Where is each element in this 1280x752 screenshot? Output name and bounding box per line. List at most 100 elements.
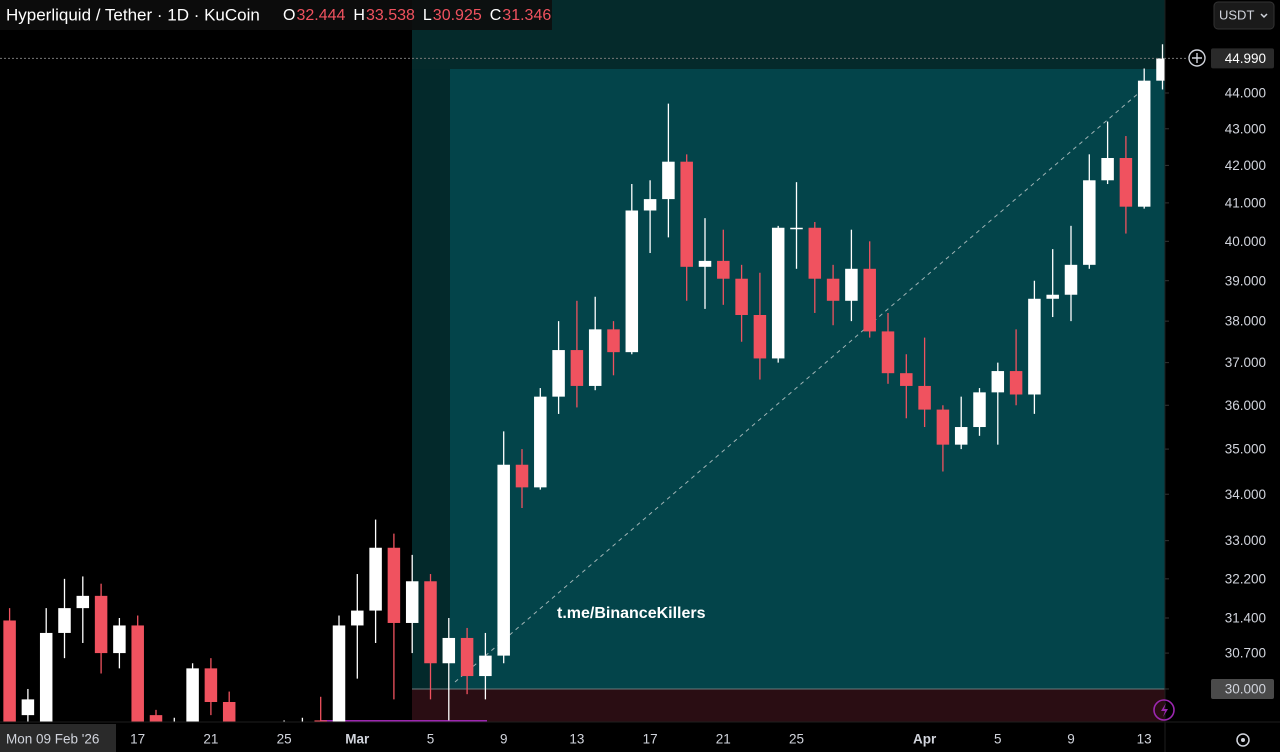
candle-body <box>131 625 144 722</box>
x-tick-label: 17 <box>130 732 145 747</box>
x-tick-label: 21 <box>203 732 218 747</box>
x-tick-label: 9 <box>500 732 508 747</box>
crosshair-date-box <box>0 724 116 752</box>
x-tick-label: 9 <box>1067 732 1075 747</box>
candle-body <box>424 581 437 664</box>
x-axis: Mon 09 Feb '26 17 21 25 Mar 5 9 13 17 21 25 Apr 5 9 13 <box>0 724 1152 752</box>
candle-body <box>58 608 71 633</box>
y-tick-label: 44.000 <box>1225 86 1266 101</box>
candle-body <box>149 715 163 722</box>
candle-body <box>625 210 639 353</box>
x-tick-label: 5 <box>994 732 1002 747</box>
y-tick-label: 43.000 <box>1225 121 1266 136</box>
candle-body <box>442 637 456 664</box>
y-tick-highlight <box>1211 678 1274 699</box>
x-tick-label: 25 <box>789 732 804 747</box>
candle-body <box>351 610 364 626</box>
candle-body <box>204 668 218 702</box>
candle-body <box>460 637 474 677</box>
add-icon-plus <box>1192 53 1202 63</box>
candle-body <box>588 329 602 386</box>
candle-body <box>113 625 126 654</box>
candle-body <box>881 331 895 374</box>
x-tick-label: 5 <box>427 732 435 747</box>
candle-body <box>3 620 16 722</box>
ohlc-value: 31.346 <box>502 7 551 24</box>
drawing-zones <box>320 0 1165 722</box>
candle-body <box>186 668 199 722</box>
candle-body <box>662 161 675 200</box>
x-tick-label: 17 <box>643 732 658 747</box>
y-tick-label: 41.000 <box>1225 195 1266 210</box>
ohlc-value: 30.925 <box>433 7 482 24</box>
candle-body <box>918 385 931 410</box>
profit-zone <box>450 69 1165 689</box>
ohlc-key: H <box>353 7 365 24</box>
x-tick-label: 25 <box>277 732 292 747</box>
trend-line <box>454 84 1149 683</box>
y-tick-label: 37.000 <box>1225 355 1266 370</box>
candles <box>3 44 1165 722</box>
candle-body <box>717 260 730 279</box>
x-tick-label: Mar <box>345 732 370 747</box>
last-price-label: 44.990 <box>1225 51 1266 66</box>
dropdown-arrow <box>1260 13 1268 19</box>
y-tick-label: 35.000 <box>1225 442 1266 457</box>
candle-body <box>94 595 108 654</box>
y-axis: 30.000 30.700 31.400 32.200 33.000 34.000 35.0… <box>0 48 1274 699</box>
settings-icon[interactable] <box>1236 733 1250 747</box>
candle-body <box>21 699 35 716</box>
candle-body <box>39 632 53 722</box>
lightning-icon[interactable] <box>1153 699 1175 721</box>
y-tick-label: 30.700 <box>1225 646 1266 661</box>
candle-body <box>753 315 767 359</box>
y-tick-label: 32.200 <box>1225 571 1266 586</box>
x-tick-label: 13 <box>569 732 584 747</box>
candle-body <box>936 409 950 445</box>
candle-body <box>497 464 510 656</box>
ohlc-value: 32.444 <box>296 7 345 24</box>
candle-body <box>771 227 785 359</box>
y-tick-label: 39.000 <box>1225 273 1266 288</box>
watermark: t.me/BinanceKillers <box>557 605 706 622</box>
candle-body <box>607 329 620 353</box>
last-price-box <box>1211 48 1274 69</box>
candle-body <box>1009 371 1023 395</box>
x-tick-label: Apr <box>913 732 937 747</box>
candle-body <box>1028 298 1041 395</box>
candle-body <box>534 396 547 488</box>
loss-zone <box>412 689 1165 722</box>
candle-body <box>1101 158 1114 181</box>
ohlc-key: C <box>490 7 502 24</box>
y-tick-label: 40.000 <box>1225 234 1266 249</box>
candle-body <box>314 720 327 722</box>
candle-body <box>1083 180 1096 265</box>
candle-body <box>826 278 840 301</box>
currency-label[interactable]: USDT <box>1219 7 1254 22</box>
ohlc-legend: O 32.444 H 33.538 L 30.925 C 31.346 <box>283 7 551 24</box>
candle-body <box>845 268 858 301</box>
y-tick-label: 33.000 <box>1225 533 1266 548</box>
add-icon[interactable] <box>1188 49 1206 67</box>
candle-body <box>570 350 584 386</box>
y-tick-label: 38.000 <box>1225 314 1266 329</box>
crosshair-date-label: Mon 09 Feb '26 <box>6 732 99 747</box>
candle-body <box>698 260 712 267</box>
currency-button[interactable] <box>1213 1 1275 30</box>
candle-body <box>954 427 968 445</box>
candle-body <box>369 547 382 611</box>
x-tick-label: 21 <box>716 732 731 747</box>
candle-body <box>479 655 492 677</box>
candle-body <box>387 547 401 623</box>
y-tick-label: 34.000 <box>1225 487 1266 502</box>
symbol-title[interactable]: Hyperliquid / Tether · 1D · KuCoin <box>6 5 260 24</box>
candle-body <box>515 464 529 488</box>
candle-body <box>735 278 748 316</box>
y-tick-label: 30.000 <box>1225 682 1266 697</box>
candle-body <box>680 161 693 267</box>
lightning-bolt <box>1161 703 1168 717</box>
candle-body <box>405 581 419 623</box>
candle-body <box>76 595 90 609</box>
settings-icon-dot <box>1241 738 1245 742</box>
candle-body <box>222 701 236 722</box>
